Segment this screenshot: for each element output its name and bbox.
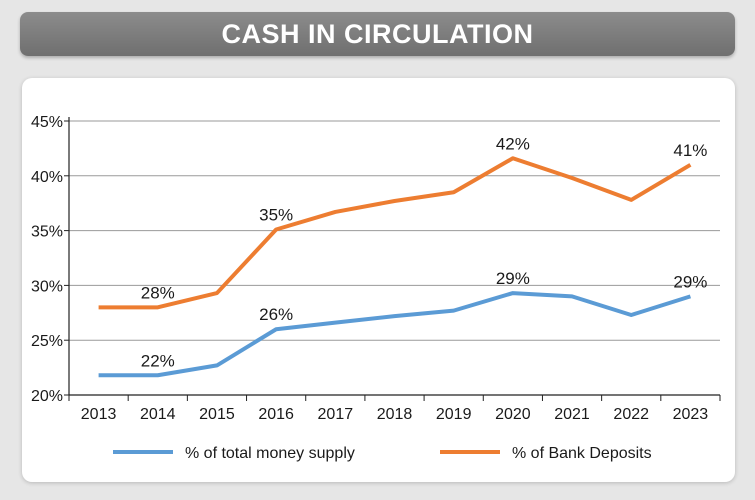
y-axis-ticks: 20% 25% 30% 35% 40% 45% [31, 114, 69, 405]
x-tick-label: 2014 [140, 406, 176, 423]
x-tick-label: 2022 [613, 406, 649, 423]
y-tick-label: 25% [31, 333, 63, 350]
series-lines [98, 156, 692, 378]
data-labels: 22% 26% 29% 29% 28% 35% 42% 41% [141, 134, 708, 370]
chart-panel [22, 78, 735, 482]
y-tick-label: 20% [31, 388, 63, 405]
legend: % of total money supply % of Bank Deposit… [113, 445, 652, 462]
chart-title: CASH IN CIRCULATION [221, 18, 534, 49]
x-tick-label: 2019 [436, 406, 472, 423]
data-label: 22% [141, 351, 175, 370]
legend-label-1: % of total money supply [185, 445, 355, 462]
data-label: 29% [673, 272, 707, 291]
data-label: 41% [673, 141, 707, 160]
data-label: 29% [496, 269, 530, 288]
y-tick-label: 30% [31, 278, 63, 295]
x-tick-label: 2021 [554, 406, 590, 423]
x-tick-label: 2015 [199, 406, 235, 423]
y-tick-label: 35% [31, 224, 63, 241]
legend-label-2: % of Bank Deposits [512, 445, 652, 462]
x-axis-ticks: 2013 2014 2015 2016 2017 2018 2019 2020 2021 2022… [68, 395, 721, 423]
series-line-2 [98, 156, 692, 310]
data-label: 26% [259, 305, 293, 324]
y-tick-label: 40% [31, 169, 63, 186]
data-label: 28% [141, 283, 175, 302]
data-label: 42% [496, 134, 530, 153]
x-tick-label: 2023 [673, 406, 709, 423]
gridlines [69, 120, 720, 341]
x-tick-label: 2013 [81, 406, 117, 423]
x-tick-label: 2017 [318, 406, 354, 423]
axes [68, 117, 720, 396]
x-tick-label: 2020 [495, 406, 531, 423]
x-tick-label: 2016 [258, 406, 294, 423]
series-line-1 [98, 291, 692, 378]
data-label: 35% [259, 206, 293, 225]
title-banner: CASH IN CIRCULATION [20, 12, 735, 56]
x-tick-label: 2018 [377, 406, 413, 423]
y-tick-label: 45% [31, 114, 63, 131]
